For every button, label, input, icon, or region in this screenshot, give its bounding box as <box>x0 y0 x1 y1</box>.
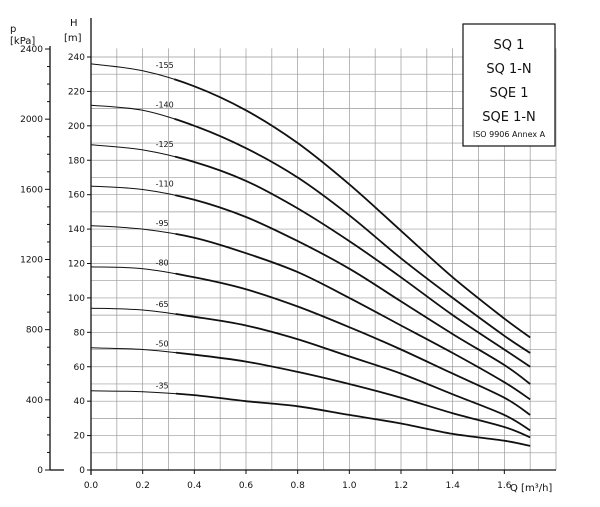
title-box: SQ 1 SQ 1-N SQE 1 SQE 1-N ISO 9906 Annex… <box>462 23 556 147</box>
x-tick-label: 1.6 <box>497 481 512 491</box>
axes: 0 20 40 60 80 100 120 140 160 180 200 220 240 0.0 0.2 0… <box>20 18 556 491</box>
y-tick-label: 200 <box>68 122 85 132</box>
title-line-4: SQE 1-N <box>482 110 536 125</box>
curve-label: -80 <box>156 259 169 268</box>
curve-label: -35 <box>156 382 169 391</box>
pressure-tick-label: 1200 <box>20 256 43 266</box>
curves: -155 -140 -125 -110 -95 -80 -65 -50 -35 <box>90 61 531 447</box>
curve-line <box>90 389 531 447</box>
head-axis-symbol: H <box>70 18 78 29</box>
curve-line <box>90 307 531 432</box>
x-tick-label: 0.8 <box>291 481 306 491</box>
pressure-tick-label: 0 <box>37 466 43 476</box>
x-axis-label: Q [m³/h] <box>510 483 552 494</box>
x-tick-label: 1.2 <box>394 481 408 491</box>
title-line-1: SQ 1 <box>494 38 525 53</box>
y-tick-label: 140 <box>68 225 85 235</box>
pressure-tick-label: 2400 <box>20 45 43 55</box>
y-tick-label: 40 <box>74 397 86 407</box>
curve-line <box>90 346 531 439</box>
x-tick-label: 0.0 <box>84 481 99 491</box>
x-tick-label: 1.0 <box>342 481 357 491</box>
curve-line <box>90 224 531 401</box>
curve-label: -95 <box>156 219 169 228</box>
pressure-axis-symbol: p <box>10 24 16 35</box>
curve-label: -155 <box>156 61 174 70</box>
x-tick-label: 0.6 <box>239 481 254 491</box>
x-tick-label: 1.4 <box>446 481 461 491</box>
pressure-tick-label: 1600 <box>20 185 43 195</box>
title-box-frame <box>462 23 556 147</box>
curve-line <box>90 143 531 368</box>
pressure-tick-label: 400 <box>26 396 43 406</box>
curve-line <box>90 185 531 385</box>
head-axis-unit: [m] <box>64 33 82 44</box>
x-tick-label: 0.4 <box>187 481 202 491</box>
y-tick-label: 160 <box>68 191 85 201</box>
pressure-tick-label: 2000 <box>20 115 43 125</box>
y-tick-label: 0 <box>79 466 85 476</box>
y-tick-label: 20 <box>74 432 86 442</box>
curve-line <box>90 266 531 416</box>
x-tick-label: 0.2 <box>136 481 150 491</box>
curve-label: -65 <box>156 300 169 309</box>
pressure-tick-label: 800 <box>26 326 43 336</box>
y-tick-label: 60 <box>74 363 86 373</box>
curve-label: -125 <box>156 140 174 149</box>
title-line-2: SQ 1-N <box>486 62 531 77</box>
y-tick-label: 240 <box>68 53 85 63</box>
y-tick-label: 80 <box>74 328 86 338</box>
y-tick-label: 120 <box>68 260 85 270</box>
title-line-3: SQE 1 <box>489 86 528 101</box>
curve-line <box>90 63 531 339</box>
curve-line <box>90 104 531 354</box>
y-tick-label: 180 <box>68 156 85 166</box>
standard-note: ISO 9906 Annex A <box>473 130 546 139</box>
curve-label: -140 <box>156 100 174 109</box>
y-tick-label: 220 <box>68 87 85 97</box>
curve-label: -50 <box>156 340 169 349</box>
curve-label: -110 <box>156 180 174 189</box>
y-tick-label: 100 <box>68 294 85 304</box>
pressure-axis-unit: [kPa] <box>10 36 35 47</box>
